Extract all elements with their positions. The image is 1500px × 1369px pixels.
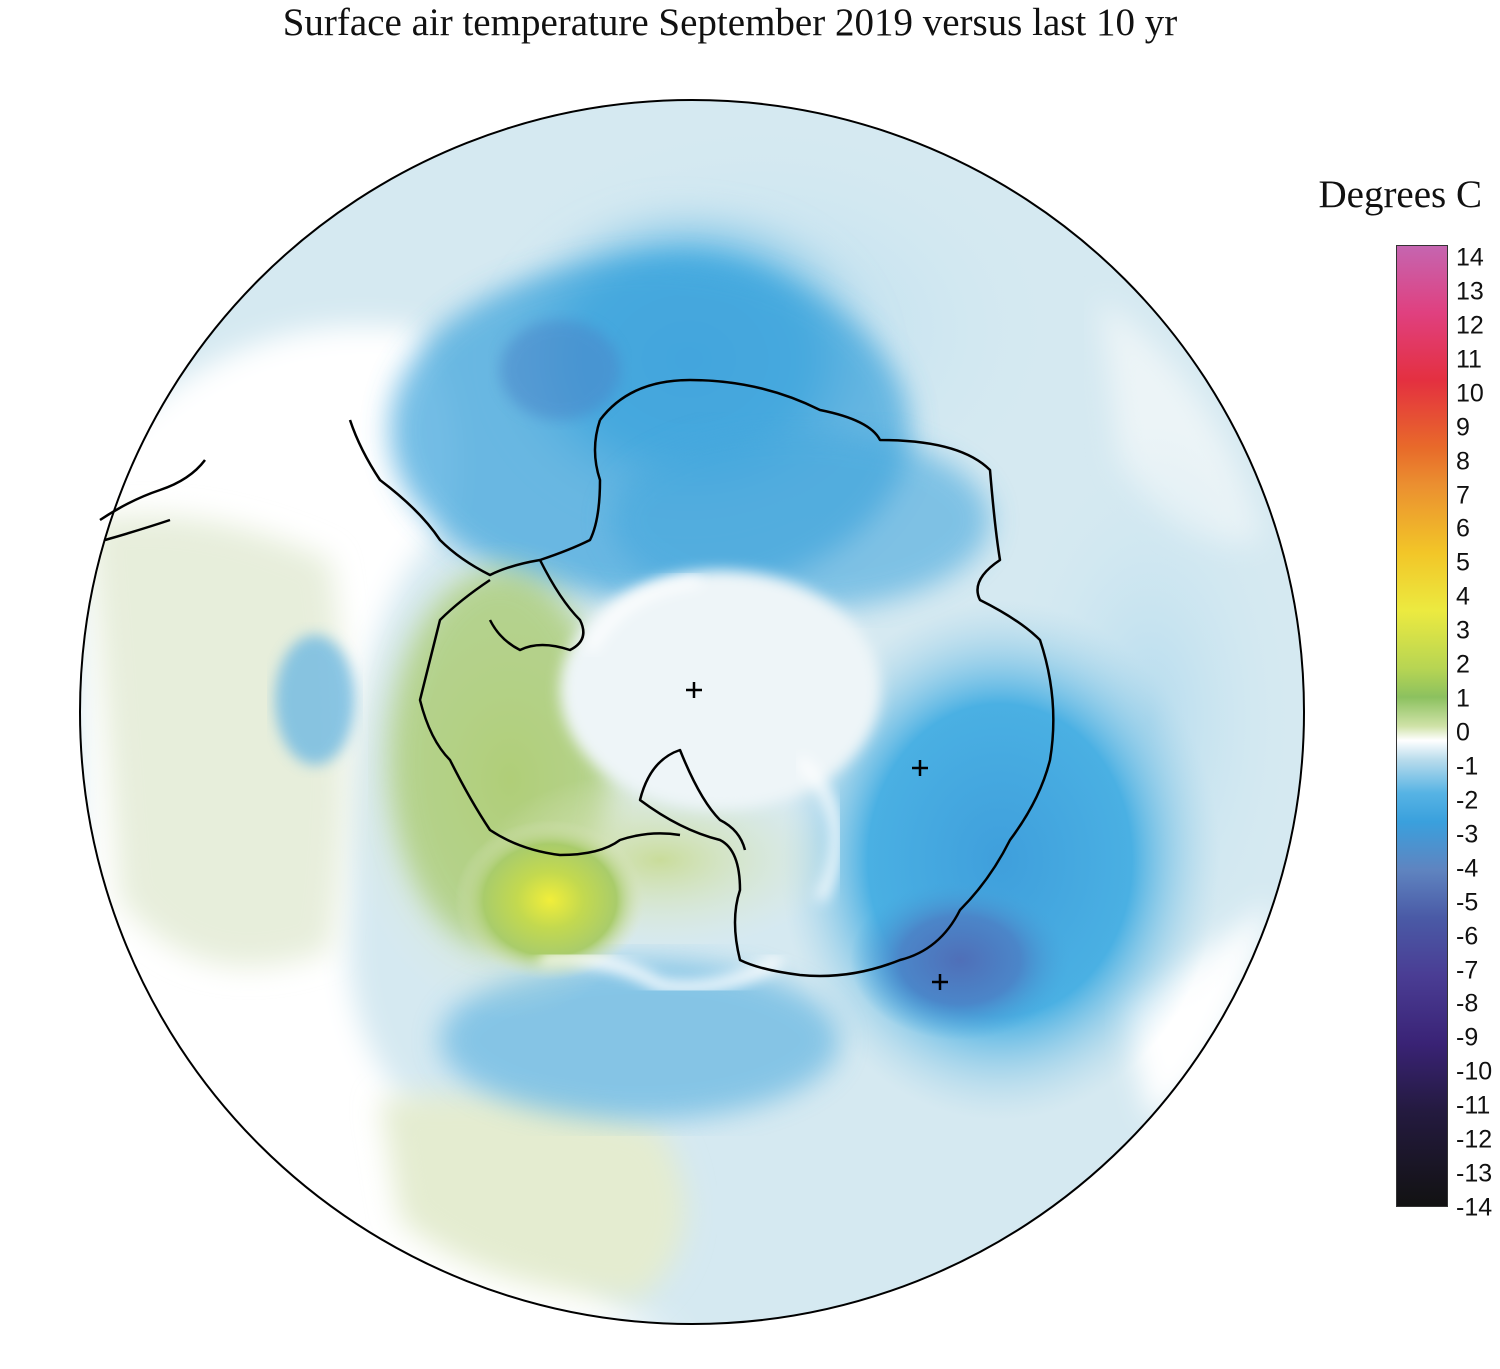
colorbar-tick-label: 1 — [1456, 684, 1470, 713]
colorbar-tick-label: 6 — [1456, 514, 1470, 543]
polar-map — [79, 99, 1305, 1325]
colorbar-tick-label: 2 — [1456, 650, 1470, 679]
colorbar-label: Degrees C — [1318, 173, 1482, 216]
colorbar-tick-label: -2 — [1456, 786, 1479, 815]
colorbar-tick-label: -10 — [1456, 1057, 1493, 1086]
colorbar-tick-label: -13 — [1456, 1159, 1493, 1188]
colorbar-tick-label: -5 — [1456, 888, 1479, 917]
colorbar-tick-label: 4 — [1456, 582, 1470, 611]
colorbar-tick-label: 5 — [1456, 548, 1470, 577]
colorbar-tick-label: 10 — [1456, 379, 1484, 408]
colorbar-tick-label: 13 — [1456, 277, 1484, 306]
station-marker — [932, 974, 948, 990]
colorbar-tick-label: 12 — [1456, 311, 1484, 340]
colorbar-tick-label: -7 — [1456, 956, 1479, 984]
colorbar-tick-label: -6 — [1456, 922, 1479, 951]
colorbar-tick-label: -11 — [1456, 1091, 1491, 1120]
pole-marker — [686, 682, 702, 698]
colorbar-tick-label: 0 — [1456, 718, 1470, 747]
anomaly-field — [80, 100, 1304, 1324]
map-boundary — [79, 99, 1305, 1325]
colorbar-tick-label: -8 — [1456, 989, 1479, 1018]
page-title: Surface air temperature September 2019 v… — [282, 1, 1178, 44]
colorbar-tick-label: -9 — [1456, 1023, 1479, 1052]
colorbar-tick-label: -12 — [1456, 1125, 1493, 1154]
colorbar-tick-label: -4 — [1456, 854, 1479, 883]
colorbar-tick-label: 11 — [1456, 345, 1482, 374]
map-markers — [686, 682, 948, 990]
colorbar-tick-label: 14 — [1456, 243, 1484, 272]
colorbar-tick-label: 8 — [1456, 447, 1470, 476]
coastline — [99, 378, 1055, 978]
colorbar-tick-label: 9 — [1456, 413, 1470, 442]
colorbar-tick-label: -3 — [1456, 820, 1479, 849]
station-marker — [912, 760, 928, 776]
colorbar-tick-label: -14 — [1456, 1193, 1493, 1222]
colorbar-tick-label: 7 — [1456, 481, 1470, 509]
colorbar-tick-label: -1 — [1456, 752, 1479, 781]
colorbar-tick-label: 3 — [1456, 616, 1470, 645]
colorbar — [1396, 245, 1448, 1207]
